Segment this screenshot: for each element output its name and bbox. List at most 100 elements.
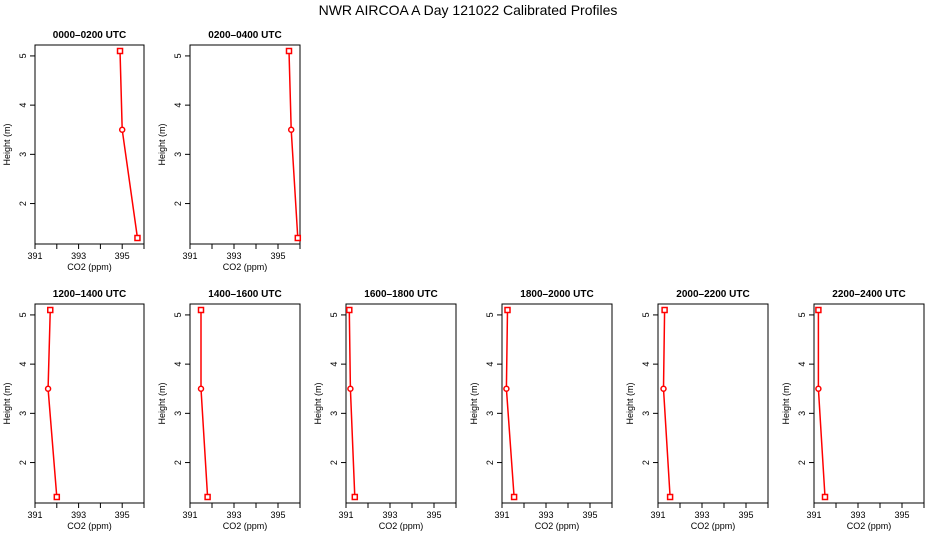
data-point bbox=[504, 306, 511, 314]
x-tick-label: 395 bbox=[270, 510, 285, 520]
x-axis-label: CO2 (ppm) bbox=[691, 521, 736, 531]
data-point bbox=[821, 493, 829, 501]
x-tick-label: 393 bbox=[226, 510, 241, 520]
y-tick-label: 5 bbox=[18, 53, 28, 58]
plot-frame bbox=[189, 303, 301, 504]
y-tick-label: 3 bbox=[18, 411, 28, 416]
x-tick-label: 391 bbox=[338, 510, 353, 520]
y-axis-label: Height (m) bbox=[625, 382, 635, 424]
x-tick-label: 395 bbox=[270, 251, 285, 261]
data-point bbox=[285, 47, 293, 55]
data-point bbox=[204, 493, 211, 501]
data-point bbox=[666, 493, 674, 501]
y-tick-label: 4 bbox=[485, 362, 495, 367]
y-tick-label: 5 bbox=[329, 312, 339, 317]
y-tick-label: 4 bbox=[641, 362, 651, 367]
x-tick-label: 395 bbox=[894, 510, 909, 520]
data-point bbox=[510, 493, 518, 501]
data-point bbox=[503, 385, 510, 392]
panel-title: 2200–2400 UTC bbox=[832, 289, 905, 300]
x-tick-label: 395 bbox=[582, 510, 597, 520]
x-tick-label: 395 bbox=[115, 510, 130, 520]
y-tick-label: 4 bbox=[18, 103, 28, 108]
y-tick-label: 2 bbox=[18, 201, 28, 206]
x-axis-label: CO2 (ppm) bbox=[379, 521, 424, 531]
x-tick-label: 393 bbox=[538, 510, 553, 520]
panel-title: 1400–1600 UTC bbox=[208, 289, 281, 300]
y-tick-label: 3 bbox=[485, 411, 495, 416]
series-line bbox=[348, 309, 356, 498]
series-line bbox=[119, 50, 139, 239]
data-point bbox=[347, 385, 354, 392]
data-point bbox=[44, 385, 52, 392]
y-tick-label: 3 bbox=[329, 411, 339, 416]
data-point bbox=[116, 47, 124, 55]
y-axis-label: Height (m) bbox=[313, 382, 323, 424]
y-tick-label: 2 bbox=[641, 460, 651, 465]
y-tick-label: 5 bbox=[485, 312, 495, 317]
y-axis-label: Height (m) bbox=[157, 123, 167, 165]
y-tick-label: 2 bbox=[18, 460, 28, 465]
y-tick-label: 4 bbox=[173, 362, 183, 367]
y-tick-label: 5 bbox=[797, 312, 807, 317]
series-line bbox=[505, 309, 515, 498]
y-axis-label: Height (m) bbox=[781, 382, 791, 424]
figure-title: NWR AIRCOA A Day 121022 Calibrated Profi… bbox=[318, 2, 618, 18]
x-axis-label: CO2 (ppm) bbox=[847, 521, 892, 531]
x-tick-label: 391 bbox=[806, 510, 821, 520]
plot-frame bbox=[189, 44, 301, 245]
data-point bbox=[294, 234, 302, 242]
x-tick-label: 391 bbox=[650, 510, 665, 520]
x-tick-label: 391 bbox=[182, 251, 197, 261]
x-tick-label: 393 bbox=[71, 510, 86, 520]
data-point bbox=[53, 493, 61, 501]
y-tick-label: 5 bbox=[173, 53, 183, 58]
y-tick-label: 2 bbox=[173, 460, 183, 465]
series-line bbox=[200, 310, 209, 498]
x-tick-label: 393 bbox=[850, 510, 865, 520]
y-axis-label: Height (m) bbox=[2, 123, 12, 165]
plot-frame bbox=[657, 303, 769, 504]
y-tick-label: 3 bbox=[18, 152, 28, 157]
x-tick-label: 391 bbox=[494, 510, 509, 520]
x-tick-label: 395 bbox=[115, 251, 130, 261]
y-axis-label: Height (m) bbox=[2, 382, 12, 424]
y-tick-label: 3 bbox=[173, 411, 183, 416]
y-tick-label: 3 bbox=[641, 411, 651, 416]
x-tick-label: 391 bbox=[27, 251, 42, 261]
series-line bbox=[288, 50, 299, 239]
plot-frame bbox=[34, 44, 145, 245]
y-tick-label: 2 bbox=[173, 201, 183, 206]
data-point bbox=[118, 126, 126, 133]
x-tick-label: 395 bbox=[426, 510, 441, 520]
plot-frame bbox=[34, 303, 145, 504]
data-point bbox=[197, 306, 205, 314]
y-tick-label: 4 bbox=[797, 362, 807, 367]
data-point bbox=[351, 493, 359, 501]
x-tick-label: 393 bbox=[226, 251, 241, 261]
x-axis-label: CO2 (ppm) bbox=[67, 262, 112, 272]
y-axis-label: Height (m) bbox=[157, 382, 167, 424]
y-tick-label: 4 bbox=[329, 362, 339, 367]
data-point bbox=[197, 385, 205, 392]
panel-title: 0000–0200 UTC bbox=[53, 30, 126, 41]
y-tick-label: 5 bbox=[173, 312, 183, 317]
panel-title: 1200–1400 UTC bbox=[53, 289, 126, 300]
data-point bbox=[815, 385, 822, 392]
x-tick-label: 395 bbox=[738, 510, 753, 520]
y-tick-label: 5 bbox=[641, 312, 651, 317]
x-axis-label: CO2 (ppm) bbox=[67, 521, 112, 531]
y-tick-label: 3 bbox=[797, 411, 807, 416]
data-point bbox=[346, 306, 353, 314]
series-line bbox=[662, 309, 671, 498]
y-tick-label: 2 bbox=[485, 460, 495, 465]
plot-frame bbox=[345, 303, 457, 504]
data-point bbox=[661, 306, 668, 314]
y-tick-label: 5 bbox=[18, 312, 28, 317]
data-point bbox=[815, 306, 822, 314]
